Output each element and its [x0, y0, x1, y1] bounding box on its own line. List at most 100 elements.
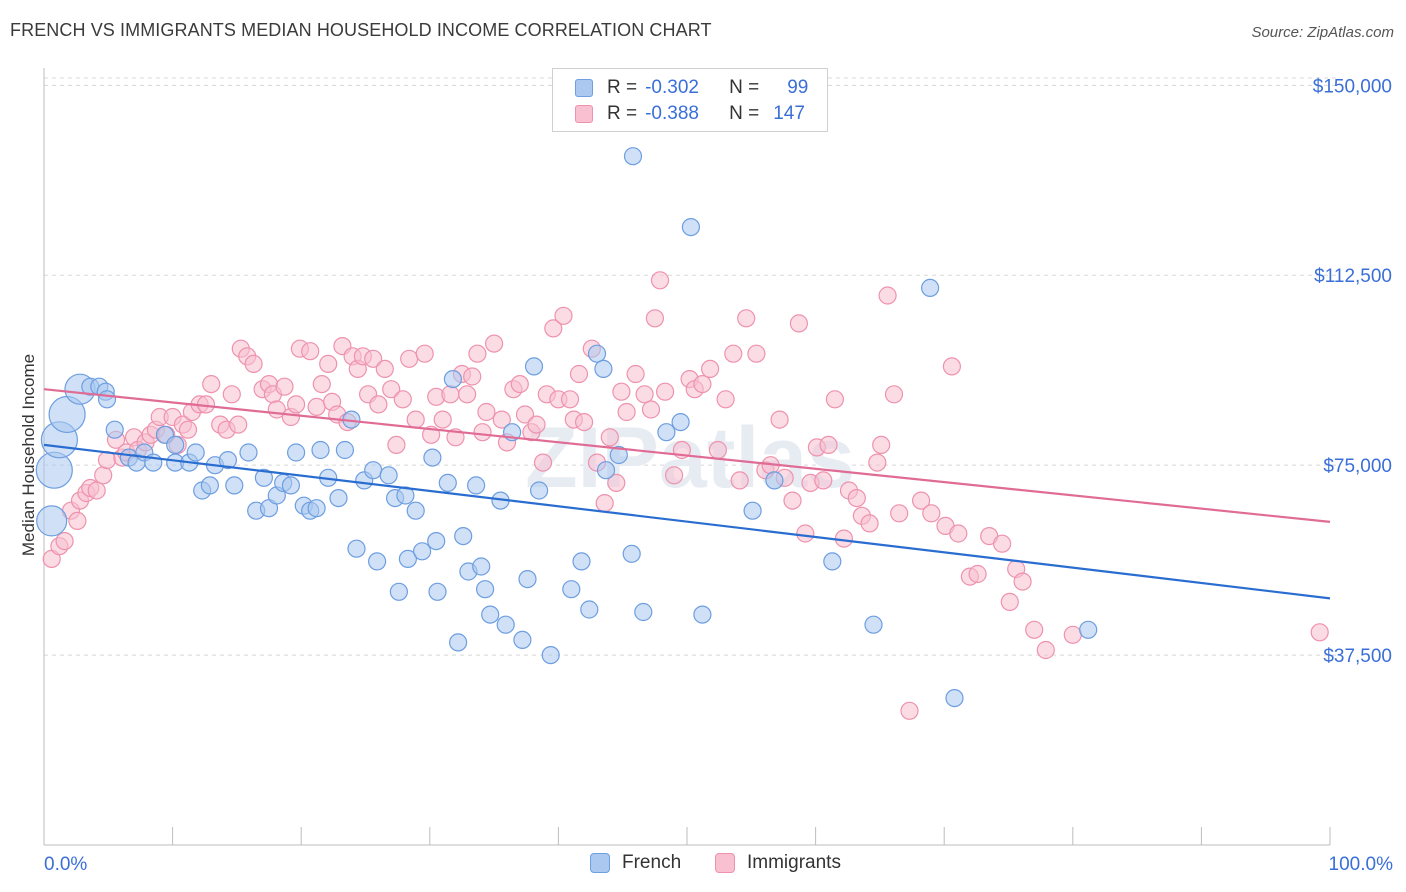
- immigrants-point: [872, 435, 891, 454]
- french-point: [681, 218, 701, 237]
- immigrants-point: [617, 402, 636, 422]
- french-point: [423, 448, 442, 467]
- y-axis-label: Median Household Income: [19, 354, 38, 556]
- immigrants-point: [560, 390, 580, 409]
- french-point: [398, 549, 417, 569]
- immigrants-point: [626, 364, 645, 384]
- immigrants-point: [387, 435, 406, 454]
- french-point: [347, 539, 366, 558]
- y-tick-label: $150,000: [1313, 76, 1392, 97]
- french-point: [427, 531, 446, 551]
- legend-r-label: R =: [607, 77, 638, 98]
- french-point: [541, 645, 560, 665]
- immigrants-trend-line: [43, 388, 1331, 523]
- immigrants-point: [650, 271, 670, 290]
- immigrants-point: [468, 344, 487, 363]
- immigrants-point: [900, 701, 919, 720]
- french-point: [467, 476, 486, 495]
- y-tick-label: $112,500: [1314, 266, 1392, 287]
- legend-r-value-french: -0.302: [645, 77, 699, 98]
- french-point: [311, 440, 330, 460]
- french-point: [657, 423, 676, 442]
- immigrants-point: [860, 514, 879, 533]
- french-point: [496, 615, 515, 634]
- immigrants-point: [393, 390, 412, 409]
- french-point: [864, 615, 883, 634]
- legend-item-french[interactable]: French: [590, 852, 681, 874]
- immigrants-point: [730, 471, 749, 490]
- immigrants-point: [825, 390, 845, 409]
- french-point: [307, 499, 326, 518]
- immigrants-point: [655, 382, 675, 401]
- immigrants-point: [492, 410, 511, 429]
- immigrants-point: [724, 344, 743, 363]
- immigrants-point: [68, 511, 87, 531]
- french-point: [823, 552, 842, 571]
- immigrants-point: [382, 380, 401, 399]
- french-point: [335, 440, 354, 460]
- immigrants-point: [1310, 623, 1329, 642]
- immigrants-point: [1013, 572, 1032, 591]
- immigrants-swatch-icon: [575, 105, 593, 123]
- french-point: [622, 544, 641, 563]
- series-legend: French Immigrants: [0, 852, 1406, 878]
- french-point: [254, 468, 273, 487]
- immigrants-point: [716, 390, 735, 409]
- legend-row-immigrants: R = -0.388 N = 147: [575, 103, 805, 125]
- immigrants-point: [527, 415, 546, 434]
- immigrants-point: [664, 466, 684, 485]
- french-point: [329, 489, 348, 508]
- french-point: [623, 147, 643, 166]
- immigrants-point: [700, 359, 720, 378]
- chart-title: FRENCH VS IMMIGRANTS MEDIAN HOUSEHOLD IN…: [10, 20, 712, 40]
- x-tick-label-max: 100.0%: [1329, 854, 1394, 875]
- immigrants-point: [301, 342, 320, 361]
- legend-label-immigrants: Immigrants: [747, 852, 841, 873]
- legend-n-label: N =: [729, 103, 760, 124]
- french-point: [594, 359, 613, 378]
- immigrants-point: [375, 359, 394, 378]
- french-point: [105, 420, 124, 439]
- immigrants-point: [796, 524, 815, 543]
- y-tick-label: $37,500: [1323, 646, 1392, 667]
- immigrants-point: [600, 428, 619, 447]
- immigrants-point: [307, 397, 326, 416]
- immigrants-point: [992, 534, 1012, 553]
- immigrants-point: [814, 471, 833, 490]
- french-point: [281, 476, 300, 495]
- legend-n-value-immigrants: 147: [773, 103, 805, 124]
- immigrants-point: [544, 319, 563, 338]
- french-point: [580, 600, 599, 619]
- french-swatch-icon: [575, 79, 593, 97]
- immigrants-point: [87, 481, 106, 500]
- french-point: [587, 344, 607, 363]
- immigrants-point: [515, 405, 535, 424]
- source-credit: Source: ZipAtlas.com: [1251, 24, 1394, 41]
- french-point: [438, 473, 457, 492]
- legend-item-immigrants[interactable]: Immigrants: [715, 852, 841, 874]
- french-point: [518, 569, 537, 589]
- immigrants-point: [222, 385, 241, 404]
- immigrants-point: [229, 415, 248, 434]
- french-point: [529, 481, 549, 500]
- immigrants-point: [287, 395, 306, 414]
- immigrants-point: [369, 395, 388, 414]
- immigrants-point: [533, 453, 553, 472]
- immigrants-point: [510, 375, 529, 394]
- french-point: [609, 445, 628, 465]
- legend-row-french: R = -0.302 N = 99: [575, 77, 808, 99]
- immigrants-point: [612, 382, 631, 401]
- immigrants-point: [441, 385, 460, 404]
- french-point: [225, 476, 244, 495]
- french-point: [765, 471, 784, 490]
- immigrants-point: [202, 375, 221, 394]
- french-point: [472, 557, 491, 576]
- immigrants-point: [400, 349, 419, 368]
- immigrants-point: [275, 377, 294, 396]
- french-point: [945, 688, 964, 708]
- immigrants-point: [595, 494, 614, 513]
- immigrants-square-icon: [715, 853, 735, 873]
- immigrants-point: [968, 564, 987, 584]
- immigrants-point: [770, 410, 789, 429]
